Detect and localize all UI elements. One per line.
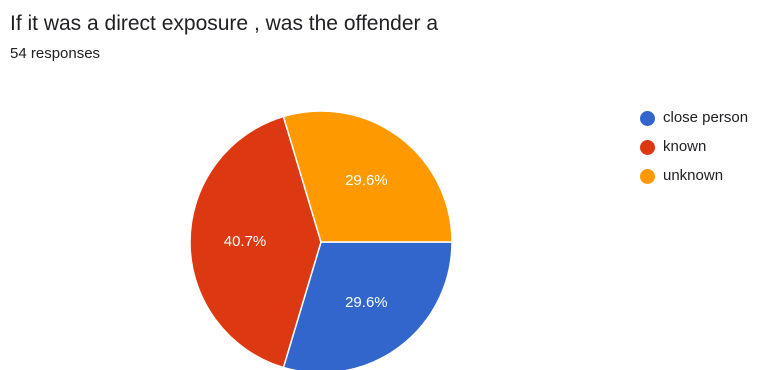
pie-slice-unknown[interactable] xyxy=(282,110,453,243)
slice-value-label: 29.6% xyxy=(345,294,388,311)
question-title: If it was a direct exposure , was the of… xyxy=(10,12,439,35)
legend-swatch xyxy=(640,139,655,155)
pie-labels: 29.6% 40.7% 29.6% xyxy=(224,172,388,311)
pie-slice-close-person[interactable] xyxy=(282,241,453,370)
legend-label: known xyxy=(663,138,707,155)
legend-label: close person xyxy=(663,109,749,126)
slice-value-label: 40.7% xyxy=(224,233,267,250)
pie-slice-known[interactable] xyxy=(189,115,322,369)
slice-value-label: 29.6% xyxy=(345,172,388,189)
legend-label: unknown xyxy=(663,167,724,184)
legend-swatch xyxy=(640,110,655,126)
legend-item-known[interactable]: known xyxy=(640,137,748,157)
legend-swatch xyxy=(640,168,655,184)
response-count: 54 responses xyxy=(10,45,101,62)
chart-legend: close person known unknown xyxy=(640,108,748,195)
legend-item-close-person[interactable]: close person xyxy=(640,108,748,128)
legend-item-unknown[interactable]: unknown xyxy=(640,166,748,186)
pie-slices xyxy=(189,110,453,370)
